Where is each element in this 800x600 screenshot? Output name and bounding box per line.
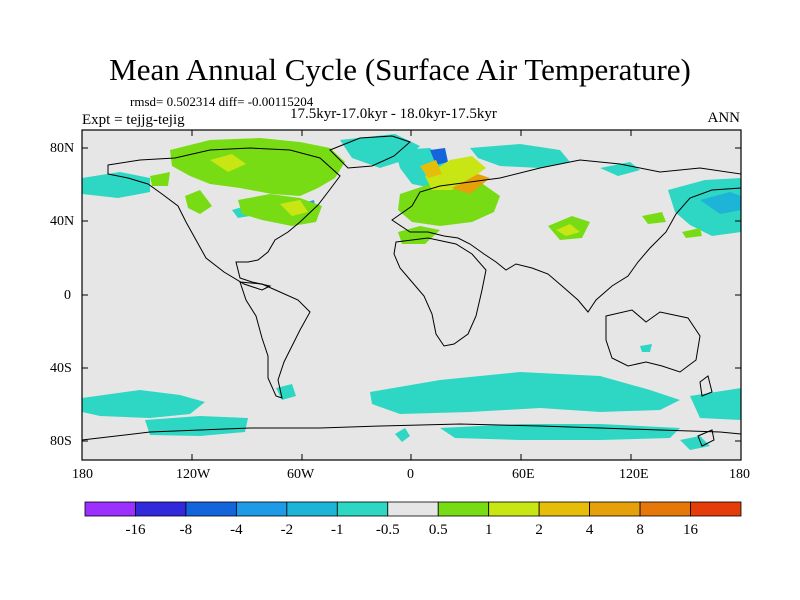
colorbar-swatch	[84, 501, 136, 517]
colorbar-tick-label: -2	[281, 522, 294, 538]
lon-label-180w: 180	[72, 467, 93, 482]
colorbar-swatch	[690, 501, 742, 517]
colorbar-tick-label: 16	[683, 522, 699, 538]
colorbar-swatch	[336, 501, 389, 517]
colorbar-tick-label: 2	[535, 522, 543, 538]
lon-label-60e: 60E	[512, 467, 535, 482]
stats-text: rmsd= 0.502314 diff= -0.00115204	[130, 94, 314, 109]
lat-label-40n: 40N	[50, 214, 75, 229]
colorbar-tick-label: 1	[485, 522, 493, 538]
colorbar-swatch	[235, 501, 288, 517]
colorbar-tick-label: -8	[180, 522, 193, 538]
lon-label-0: 0	[407, 467, 414, 482]
colorbar-swatch	[589, 501, 641, 517]
lat-label-80n: 80N	[50, 141, 75, 156]
lon-label-120w: 120W	[176, 467, 211, 482]
colorbar-swatch	[488, 501, 540, 517]
lat-label-40s: 40S	[50, 361, 72, 376]
lon-label-120e: 120E	[619, 467, 649, 482]
coastlines	[81, 135, 742, 447]
colorbar-swatch	[135, 501, 187, 517]
colorbar-swatch	[538, 501, 591, 517]
colorbar-swatch	[387, 501, 439, 517]
colorbar-tick-label: 0.5	[429, 522, 448, 538]
colorbar-tick-label: -0.5	[376, 522, 400, 538]
colorbar-swatch	[286, 501, 338, 517]
colorbar-tick-label: -1	[331, 522, 344, 538]
chart-title: Mean Annual Cycle (Surface Air Temperatu…	[109, 52, 691, 87]
colorbar-tick-label: -4	[230, 522, 243, 538]
lon-label-180e: 180	[729, 467, 750, 482]
colorbar-swatch	[437, 501, 490, 517]
lon-label-60w: 60W	[287, 467, 315, 482]
colorbar-swatch	[185, 501, 237, 517]
colorbar-tick-label: 8	[636, 522, 644, 538]
colorbar-tick-label: 4	[586, 522, 594, 538]
colorbar-tick-label: -16	[125, 522, 145, 538]
period-text: 17.5kyr-17.0kyr - 18.0kyr-17.5kyr	[290, 106, 497, 122]
expt-text: Expt = tejjg-tejig	[82, 112, 185, 128]
axis-ticks	[82, 130, 741, 460]
lat-label-80s: 80S	[50, 434, 72, 449]
season-label: ANN	[707, 110, 741, 126]
lat-label-0: 0	[64, 288, 71, 303]
colorbar-swatch	[639, 501, 691, 517]
